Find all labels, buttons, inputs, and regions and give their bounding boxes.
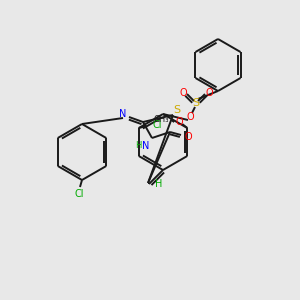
Text: N: N <box>119 109 127 119</box>
Text: O: O <box>205 88 213 98</box>
Text: O: O <box>179 88 187 98</box>
Text: H: H <box>155 179 163 189</box>
Text: Cl: Cl <box>74 189 84 199</box>
Text: N: N <box>142 141 150 151</box>
Text: O: O <box>176 117 183 127</box>
Text: O: O <box>184 132 192 142</box>
Text: CH₃: CH₃ <box>154 116 169 124</box>
Text: S: S <box>192 98 200 108</box>
Text: Cl: Cl <box>152 120 161 130</box>
Text: H: H <box>135 142 141 151</box>
Text: O: O <box>186 112 194 122</box>
Text: S: S <box>173 105 181 115</box>
